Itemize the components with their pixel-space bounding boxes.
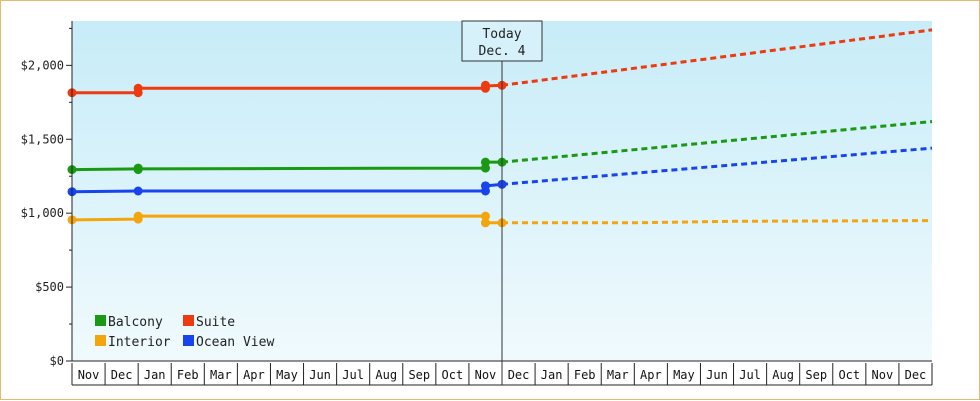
month-label: Aug bbox=[375, 368, 397, 382]
legend-label: Ocean View bbox=[196, 335, 274, 350]
month-label: Feb bbox=[574, 368, 596, 382]
y-tick-label: $1,500 bbox=[21, 132, 64, 146]
y-tick-label: $2,000 bbox=[21, 58, 64, 72]
month-label: Mar bbox=[607, 368, 629, 382]
month-label: May bbox=[276, 368, 298, 382]
month-label: Dec bbox=[111, 368, 133, 382]
today-title: Today bbox=[482, 27, 521, 42]
data-point bbox=[133, 163, 143, 173]
data-point bbox=[480, 211, 490, 221]
month-label: Mar bbox=[210, 368, 232, 382]
series-line-forecast bbox=[502, 219, 933, 225]
month-label: May bbox=[673, 368, 695, 382]
y-tick-label: $500 bbox=[35, 280, 64, 294]
month-label: Apr bbox=[640, 368, 662, 382]
data-point bbox=[480, 157, 490, 167]
legend-swatch bbox=[183, 315, 194, 326]
data-point bbox=[133, 83, 143, 93]
legend: Balcony Suite Interior Ocean View bbox=[95, 315, 274, 350]
series-line-forecast bbox=[501, 146, 933, 186]
legend-swatch bbox=[183, 335, 194, 346]
legend-label: Suite bbox=[196, 315, 235, 330]
month-label: Sep bbox=[408, 368, 430, 382]
data-point bbox=[480, 80, 490, 90]
month-label: Apr bbox=[243, 368, 265, 382]
data-point bbox=[133, 211, 143, 221]
month-label: Dec bbox=[905, 368, 927, 382]
month-label: Nov bbox=[872, 368, 894, 382]
month-label: Jan bbox=[144, 368, 166, 382]
month-label: Aug bbox=[772, 368, 794, 382]
y-tick-label: $1,000 bbox=[21, 206, 64, 220]
legend-label: Balcony bbox=[108, 315, 163, 330]
data-point bbox=[133, 186, 143, 196]
month-label: Dec bbox=[508, 368, 530, 382]
month-label: Nov bbox=[78, 368, 100, 382]
series-layer bbox=[67, 28, 933, 228]
month-label: Jul bbox=[342, 368, 364, 382]
month-label: Oct bbox=[838, 368, 860, 382]
legend-swatch bbox=[95, 315, 106, 326]
data-point bbox=[480, 218, 490, 228]
month-label: Feb bbox=[177, 368, 199, 382]
y-tick-label: $0 bbox=[50, 354, 64, 368]
series-line-forecast bbox=[501, 120, 933, 164]
axis-layer: $0 $500 $1,000 $1,500 $2,000 Nov Dec Jan Feb Mar A… bbox=[21, 21, 933, 386]
today-date: Dec. 4 bbox=[479, 44, 526, 59]
month-label: Jun bbox=[309, 368, 331, 382]
legend-swatch bbox=[95, 335, 106, 346]
month-label: Jun bbox=[706, 368, 728, 382]
month-label: Nov bbox=[475, 368, 497, 382]
month-label: Jul bbox=[739, 368, 761, 382]
month-label: Jan bbox=[541, 368, 563, 382]
data-point bbox=[480, 181, 490, 191]
series-line-forecast bbox=[501, 28, 933, 87]
today-marker: Today Dec. 4 bbox=[461, 20, 543, 385]
legend-label: Interior bbox=[108, 335, 171, 350]
month-label: Sep bbox=[805, 368, 827, 382]
today-box bbox=[461, 20, 543, 62]
month-label: Oct bbox=[442, 368, 464, 382]
